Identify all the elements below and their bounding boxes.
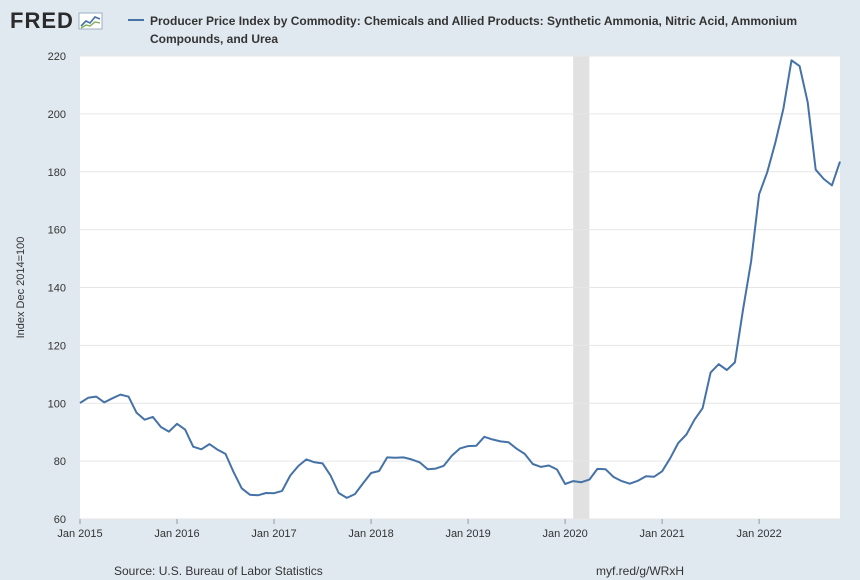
y-tick-label: 120 <box>48 340 66 352</box>
source-note: Source: U.S. Bureau of Labor Statistics <box>114 564 323 578</box>
x-tick-label: Jan 2016 <box>154 528 199 540</box>
x-tick-label: Jan 2019 <box>445 528 490 540</box>
x-tick-label: Jan 2022 <box>737 528 782 540</box>
y-tick-label: 60 <box>54 514 66 526</box>
y-tick-label: 160 <box>48 225 66 237</box>
y-tick-label: 180 <box>48 167 66 179</box>
x-tick-label: Jan 2021 <box>639 528 684 540</box>
fred-logo-text: FRED <box>10 8 74 33</box>
y-tick-label: 200 <box>48 109 66 121</box>
legend-title: Producer Price Index by Commodity: Chemi… <box>150 14 798 46</box>
y-tick-label: 80 <box>54 456 66 468</box>
y-axis-label: Index Dec 2014=100 <box>15 237 27 339</box>
y-tick-label: 100 <box>48 398 66 410</box>
legend-line-swatch <box>128 19 144 21</box>
series-line <box>79 59 841 499</box>
x-tick-label: Jan 2015 <box>57 528 102 540</box>
x-tick-label: Jan 2017 <box>251 528 296 540</box>
fred-graph-icon <box>78 12 103 30</box>
chart-legend: Producer Price Index by Commodity: Chemi… <box>128 12 848 48</box>
y-tick-label: 140 <box>48 283 66 295</box>
x-tick-label: Jan 2020 <box>542 528 587 540</box>
short-link[interactable]: myf.red/g/WRxH <box>596 564 685 578</box>
y-tick-label: 220 <box>48 51 66 63</box>
fred-logo[interactable]: FRED <box>10 8 104 34</box>
x-tick-label: Jan 2018 <box>348 528 393 540</box>
